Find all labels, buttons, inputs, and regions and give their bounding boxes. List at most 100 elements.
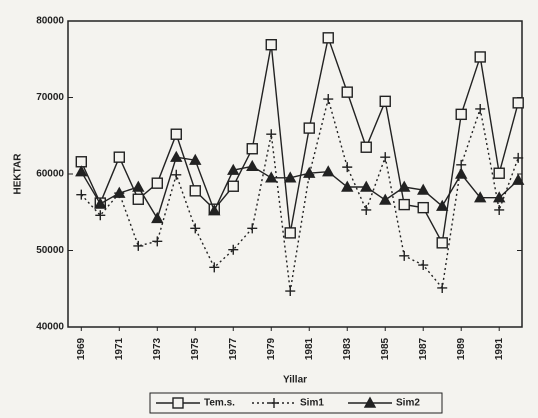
marker [475, 103, 486, 114]
marker [494, 204, 505, 215]
marker [132, 193, 144, 205]
marker [493, 167, 505, 179]
x-tick-label: 1981 [304, 337, 315, 360]
x-tick-label: 1975 [190, 337, 201, 360]
marker [247, 223, 258, 234]
marker [284, 171, 297, 183]
marker [323, 94, 334, 105]
marker [380, 152, 391, 163]
marker [265, 171, 278, 183]
plot-frame [67, 20, 523, 328]
marker [265, 39, 277, 51]
marker [284, 227, 296, 239]
marker [341, 180, 354, 192]
marker [170, 128, 182, 140]
x-axis-label: Yillar [283, 375, 307, 386]
y-tick-label: 50000 [36, 245, 64, 256]
x-tick-label: 1971 [114, 337, 125, 360]
marker [398, 180, 411, 192]
marker [455, 108, 467, 121]
marker [512, 97, 524, 109]
marker [322, 165, 335, 177]
marker [75, 165, 88, 177]
marker [418, 260, 429, 271]
x-tick-label: 1989 [456, 337, 467, 360]
marker [360, 141, 372, 153]
marker [151, 177, 163, 189]
series-line [80, 35, 519, 246]
series-line [80, 96, 519, 292]
marker [94, 197, 107, 209]
marker [493, 191, 506, 203]
marker [95, 210, 106, 221]
y-tick-label: 70000 [36, 92, 64, 103]
marker [322, 32, 334, 44]
marker [209, 262, 220, 273]
marker [285, 286, 296, 297]
legend-marker [363, 396, 377, 408]
marker [342, 162, 353, 173]
marker [171, 169, 182, 180]
marker [113, 186, 126, 198]
x-tick-label: 1973 [152, 337, 163, 360]
marker [379, 193, 392, 205]
marker [76, 189, 87, 200]
marker [417, 183, 430, 195]
marker [151, 211, 164, 224]
marker [266, 129, 277, 140]
marker [132, 180, 145, 192]
marker [455, 167, 468, 179]
legend-label: Sim1 [300, 398, 324, 409]
marker [303, 122, 315, 134]
legend-box [149, 392, 443, 414]
marker [227, 163, 240, 175]
marker [246, 143, 258, 155]
marker [208, 204, 221, 216]
marker [417, 201, 429, 214]
legend-label: Sim2 [396, 398, 420, 409]
marker [341, 86, 353, 98]
legend-label: Tem.s. [204, 398, 235, 409]
x-tick-label: 1985 [380, 337, 391, 360]
legend-marker [172, 397, 184, 409]
y-axis-label: HEKTAR [13, 153, 24, 195]
marker [227, 180, 239, 192]
x-tick-label: 1987 [418, 337, 429, 360]
y-tick-label: 80000 [36, 16, 64, 27]
marker [398, 198, 410, 211]
x-tick-label: 1969 [76, 337, 87, 360]
marker [474, 191, 487, 203]
marker [399, 250, 410, 261]
marker [437, 282, 448, 293]
marker [361, 204, 372, 215]
x-tick-label: 1983 [342, 337, 353, 360]
marker [360, 180, 373, 192]
marker [363, 396, 377, 408]
marker [474, 51, 486, 63]
y-tick-label: 60000 [36, 169, 64, 180]
marker [189, 153, 202, 165]
marker [152, 236, 163, 247]
y-tick-label: 40000 [36, 322, 64, 333]
marker [303, 166, 316, 178]
marker [113, 151, 125, 163]
marker [172, 397, 184, 409]
marker [512, 173, 525, 185]
x-tick-label: 1991 [494, 337, 505, 360]
marker [269, 398, 279, 408]
marker [133, 240, 144, 251]
marker [189, 185, 201, 197]
x-tick-label: 1979 [266, 337, 277, 360]
marker [513, 152, 524, 163]
marker [379, 95, 391, 108]
marker [190, 223, 201, 234]
marker [436, 199, 449, 211]
legend-marker [269, 398, 279, 408]
series-line [80, 156, 519, 221]
marker [170, 150, 183, 162]
marker [436, 237, 448, 249]
marker [246, 159, 259, 172]
x-tick-label: 1977 [228, 337, 239, 360]
marker [228, 244, 239, 255]
